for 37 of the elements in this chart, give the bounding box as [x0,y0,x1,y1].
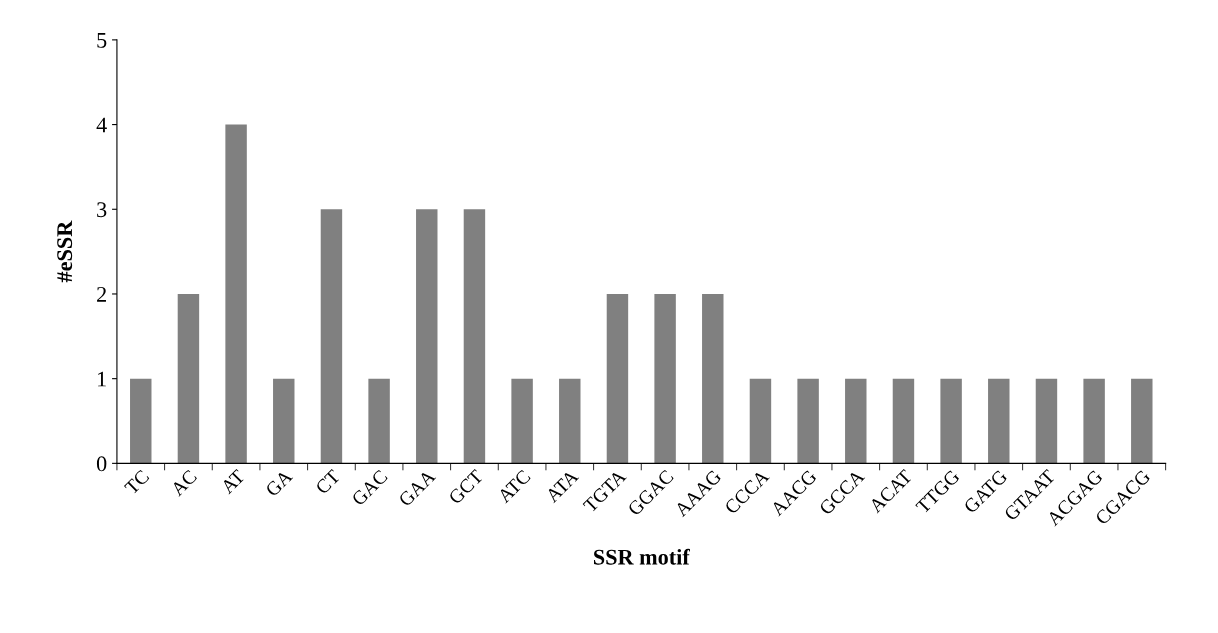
bar [940,378,962,464]
y-tick-label: 1 [98,371,106,387]
bar [320,209,343,464]
bar [606,293,629,464]
x-tick-label: TC [123,469,150,496]
bar [1035,378,1058,464]
x-tick-label: GAA [397,468,437,508]
bar [273,378,295,464]
x-axis-title: SSR motif [594,548,690,565]
bar [368,378,390,464]
bar [130,378,152,464]
bar [892,378,915,464]
x-tick-label: AT [219,468,246,495]
bar [797,378,819,464]
y-tick-label: 0 [96,456,107,472]
bar [177,293,200,464]
x-tick-label: CT [314,468,341,495]
bar [654,293,676,464]
y-tick-label: 3 [97,202,107,218]
y-tick-label: 2 [97,286,106,302]
bar [559,378,581,464]
bar [225,124,247,464]
y-axis-title: #eSSR [57,220,73,283]
bar [463,209,486,464]
x-tick-label: ATA [544,468,580,504]
bar [511,378,533,464]
bar [988,378,1010,464]
x-tick-label: GA [264,468,294,498]
bar [702,293,724,464]
x-tick-label: AC [169,469,198,497]
bar [416,209,438,464]
bar [1131,378,1153,464]
bar [845,378,867,464]
y-tick-label: 4 [96,117,107,133]
bar [1083,378,1105,464]
bar [749,378,772,464]
y-tick-label: 5 [97,33,107,48]
